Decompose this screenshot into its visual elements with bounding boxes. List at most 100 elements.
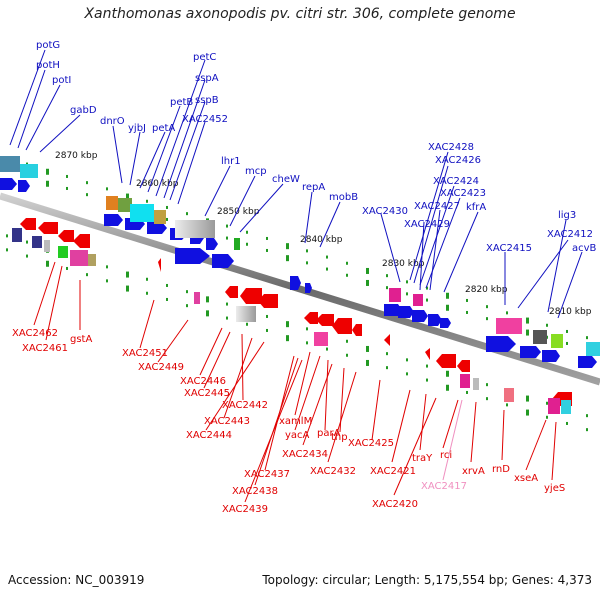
- guide-dot: [426, 378, 428, 382]
- gene-label: gstA: [70, 334, 92, 345]
- gene-label: kfrA: [466, 202, 486, 213]
- guide-dot: [426, 286, 428, 290]
- tick-label: 2850 kbp: [217, 207, 260, 217]
- gene-label: yjbJ: [128, 123, 146, 134]
- gene-label: lhr1: [221, 156, 241, 167]
- gene-arrow: [457, 360, 470, 372]
- guide-dot: [86, 181, 88, 185]
- gene-arrow: [18, 180, 30, 192]
- gene-arrow: [304, 312, 318, 324]
- guide-dot: [386, 366, 388, 370]
- gene-label: XAC2429: [404, 219, 450, 230]
- guide-dot: [6, 248, 8, 252]
- gene-label: XAC2423: [440, 188, 486, 199]
- guide-dot: [226, 316, 228, 320]
- gene-label: dnrO: [100, 116, 125, 127]
- guide-dot: [126, 193, 129, 200]
- guide-dot: [286, 335, 289, 342]
- guide-dot: [466, 310, 468, 314]
- guide-dot: [146, 291, 148, 295]
- gene-arrow: [206, 238, 218, 250]
- gene-label: lig3: [558, 210, 576, 221]
- guide-dot: [426, 364, 428, 368]
- guide-dot: [446, 292, 449, 299]
- reverse-leaders: [33, 261, 557, 503]
- guide-dot: [366, 279, 369, 286]
- guide-dot: [306, 261, 308, 265]
- guide-dot: [246, 322, 248, 326]
- gene-label: XAC2461: [22, 343, 68, 354]
- guide-dot: [266, 314, 268, 318]
- gene-label: XAC2444: [186, 430, 232, 441]
- gene-label: XAC2449: [138, 362, 184, 373]
- gene-label: potG: [36, 40, 60, 51]
- guide-dot: [486, 317, 488, 321]
- gene-arrow: [316, 314, 334, 326]
- guide-dot: [126, 271, 129, 278]
- gene-arrow: [542, 350, 560, 362]
- gene-arrow: [158, 258, 161, 272]
- gene-arrow: [147, 222, 167, 234]
- guide-dot: [206, 310, 209, 317]
- accession-text: Accession: NC_003919: [8, 573, 145, 587]
- guide-dot: [566, 341, 568, 345]
- gene-label: XAC2421: [370, 466, 416, 477]
- gene-label: XAC2415: [486, 243, 532, 254]
- genome-summary-text: Topology: circular; Length: 5,175,554 bp…: [262, 573, 592, 587]
- guide-dot: [386, 286, 388, 290]
- gene-label: xrvA: [462, 466, 485, 477]
- gene-label: petC: [193, 52, 216, 63]
- guide-dot: [86, 193, 88, 197]
- guide-dot: [486, 305, 488, 309]
- guide-dot: [446, 384, 449, 391]
- gene-label: XAC2434: [282, 449, 328, 460]
- guide-dot: [546, 415, 548, 419]
- guide-dot: [566, 329, 568, 333]
- gene-arrow: [398, 306, 414, 318]
- gene-arrow: [240, 288, 262, 304]
- gene-label: rnD: [492, 464, 510, 475]
- gene-label: XAC2445: [184, 388, 230, 399]
- guide-dot: [106, 187, 108, 191]
- gene-label: XAC2425: [348, 438, 394, 449]
- gene-label: xseA: [514, 473, 538, 484]
- gene-label: XAC2424: [433, 176, 479, 187]
- tick-label: 2810 kbp: [549, 307, 592, 317]
- forward-genes: [0, 178, 597, 368]
- guide-dot: [346, 353, 348, 357]
- gene-arrow: [290, 276, 301, 290]
- guide-dot: [446, 370, 449, 377]
- guide-dot: [206, 296, 209, 303]
- guide-dot: [366, 267, 369, 274]
- gene-label: xamlM: [279, 416, 312, 427]
- gene-arrow: [384, 334, 390, 346]
- reverse-genes: [20, 218, 572, 406]
- gene-label: XAC2420: [372, 499, 418, 510]
- gene-label: mobB: [329, 192, 358, 203]
- guide-dot: [26, 254, 28, 258]
- guide-dot: [186, 290, 188, 294]
- gene-label: sspA: [195, 73, 219, 84]
- guide-dot: [186, 212, 188, 216]
- guide-dot: [66, 174, 68, 178]
- gene-label: XAC2432: [310, 466, 356, 477]
- guide-dot: [366, 359, 369, 366]
- tick-label: 2820 kbp: [465, 285, 508, 295]
- gene-label: traY: [412, 453, 433, 464]
- guide-dot: [286, 321, 289, 328]
- gene-label: XAC2438: [232, 486, 278, 497]
- guide-dot: [266, 248, 268, 252]
- guide-dot: [386, 352, 388, 356]
- gene-arrow: [175, 248, 210, 264]
- guide-dot: [546, 401, 548, 405]
- gene-arrow: [428, 314, 442, 326]
- guide-dot: [566, 421, 568, 425]
- gene-arrow: [440, 318, 451, 328]
- guide-dot: [146, 199, 148, 203]
- guide-dot: [406, 372, 408, 376]
- gene-label: XAC2462: [12, 328, 58, 339]
- guide-dot: [526, 409, 529, 416]
- guide-dot: [166, 217, 168, 221]
- gene-arrow: [352, 324, 362, 336]
- guide-dot: [506, 311, 508, 315]
